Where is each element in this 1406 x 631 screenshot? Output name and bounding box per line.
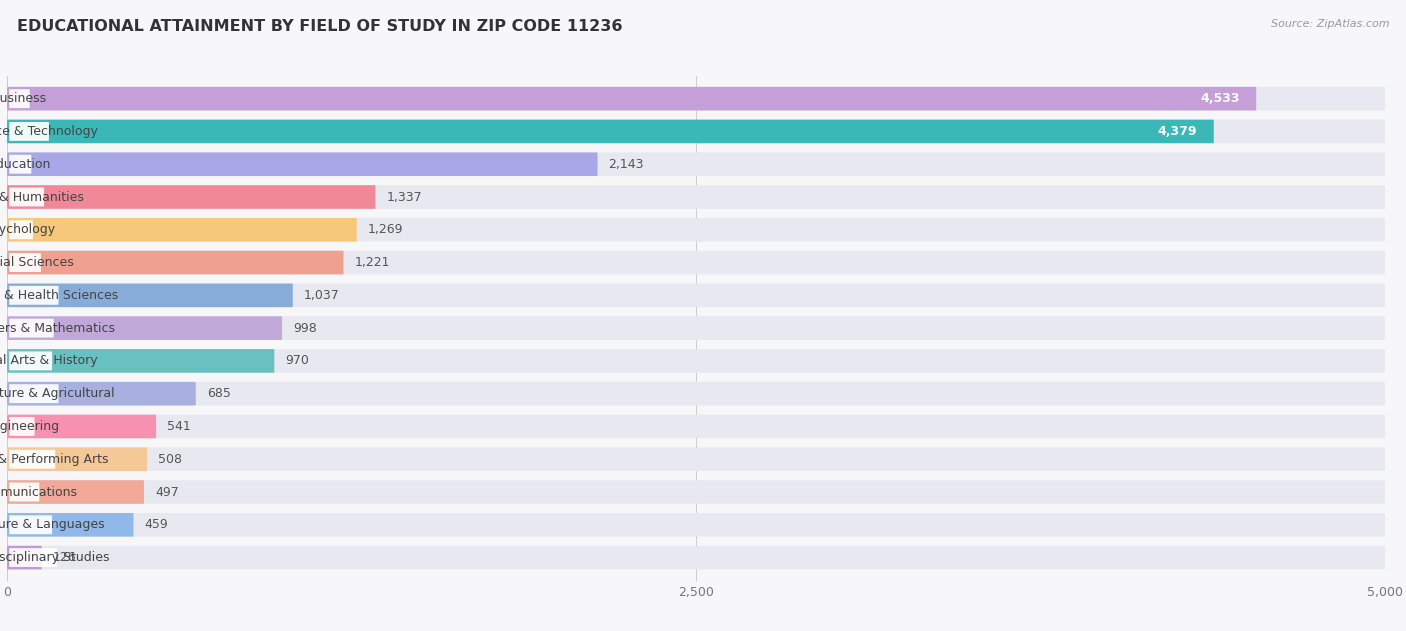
Text: 126: 126 — [53, 551, 76, 564]
Text: 4,379: 4,379 — [1157, 125, 1198, 138]
Text: 998: 998 — [292, 322, 316, 334]
FancyBboxPatch shape — [7, 349, 274, 373]
FancyBboxPatch shape — [10, 483, 39, 502]
Text: Physical & Health Sciences: Physical & Health Sciences — [0, 289, 118, 302]
Text: Multidisciplinary Studies: Multidisciplinary Studies — [0, 551, 110, 564]
FancyBboxPatch shape — [7, 153, 1385, 176]
FancyBboxPatch shape — [7, 218, 357, 242]
FancyBboxPatch shape — [10, 417, 35, 436]
Text: Communications: Communications — [0, 485, 77, 498]
FancyBboxPatch shape — [10, 548, 56, 567]
FancyBboxPatch shape — [7, 283, 1385, 307]
FancyBboxPatch shape — [7, 251, 343, 274]
FancyBboxPatch shape — [10, 450, 55, 469]
FancyBboxPatch shape — [7, 382, 1385, 406]
FancyBboxPatch shape — [7, 546, 42, 569]
FancyBboxPatch shape — [10, 516, 52, 534]
FancyBboxPatch shape — [7, 447, 148, 471]
FancyBboxPatch shape — [10, 319, 53, 338]
FancyBboxPatch shape — [7, 186, 375, 209]
Text: Arts & Humanities: Arts & Humanities — [0, 191, 83, 204]
FancyBboxPatch shape — [10, 286, 59, 305]
Text: 497: 497 — [155, 485, 179, 498]
FancyBboxPatch shape — [7, 218, 1385, 242]
FancyBboxPatch shape — [7, 480, 143, 504]
Text: 508: 508 — [157, 452, 181, 466]
Text: Liberal Arts & History: Liberal Arts & History — [0, 355, 97, 367]
FancyBboxPatch shape — [10, 220, 32, 239]
Text: Visual & Performing Arts: Visual & Performing Arts — [0, 452, 108, 466]
Text: Education: Education — [0, 158, 52, 171]
Text: EDUCATIONAL ATTAINMENT BY FIELD OF STUDY IN ZIP CODE 11236: EDUCATIONAL ATTAINMENT BY FIELD OF STUDY… — [17, 19, 623, 34]
FancyBboxPatch shape — [7, 283, 292, 307]
FancyBboxPatch shape — [7, 316, 283, 340]
Text: Source: ZipAtlas.com: Source: ZipAtlas.com — [1271, 19, 1389, 29]
FancyBboxPatch shape — [10, 384, 59, 403]
Text: Psychology: Psychology — [0, 223, 56, 236]
Text: 541: 541 — [167, 420, 191, 433]
Text: 685: 685 — [207, 387, 231, 400]
FancyBboxPatch shape — [7, 349, 1385, 373]
FancyBboxPatch shape — [10, 253, 41, 272]
FancyBboxPatch shape — [10, 89, 30, 108]
FancyBboxPatch shape — [7, 513, 134, 536]
Text: 1,037: 1,037 — [304, 289, 340, 302]
Text: Computers & Mathematics: Computers & Mathematics — [0, 322, 115, 334]
FancyBboxPatch shape — [10, 122, 49, 141]
FancyBboxPatch shape — [7, 546, 1385, 569]
Text: 1,337: 1,337 — [387, 191, 422, 204]
FancyBboxPatch shape — [10, 187, 44, 206]
FancyBboxPatch shape — [7, 447, 1385, 471]
FancyBboxPatch shape — [7, 382, 195, 406]
FancyBboxPatch shape — [7, 480, 1385, 504]
Text: 459: 459 — [145, 518, 169, 531]
FancyBboxPatch shape — [10, 351, 52, 370]
FancyBboxPatch shape — [7, 415, 1385, 439]
Text: 1,269: 1,269 — [368, 223, 404, 236]
FancyBboxPatch shape — [7, 120, 1385, 143]
Text: Social Sciences: Social Sciences — [0, 256, 73, 269]
FancyBboxPatch shape — [7, 316, 1385, 340]
Text: 1,221: 1,221 — [354, 256, 389, 269]
Text: 970: 970 — [285, 355, 309, 367]
FancyBboxPatch shape — [7, 153, 598, 176]
Text: 4,533: 4,533 — [1201, 92, 1240, 105]
FancyBboxPatch shape — [7, 186, 1385, 209]
FancyBboxPatch shape — [7, 513, 1385, 536]
Text: 2,143: 2,143 — [609, 158, 644, 171]
FancyBboxPatch shape — [7, 251, 1385, 274]
FancyBboxPatch shape — [7, 415, 156, 439]
Text: Literature & Languages: Literature & Languages — [0, 518, 104, 531]
Text: Business: Business — [0, 92, 46, 105]
FancyBboxPatch shape — [7, 87, 1256, 110]
Text: Science & Technology: Science & Technology — [0, 125, 97, 138]
Text: Engineering: Engineering — [0, 420, 59, 433]
FancyBboxPatch shape — [7, 87, 1385, 110]
FancyBboxPatch shape — [7, 120, 1213, 143]
FancyBboxPatch shape — [10, 155, 31, 174]
Text: Bio, Nature & Agricultural: Bio, Nature & Agricultural — [0, 387, 114, 400]
